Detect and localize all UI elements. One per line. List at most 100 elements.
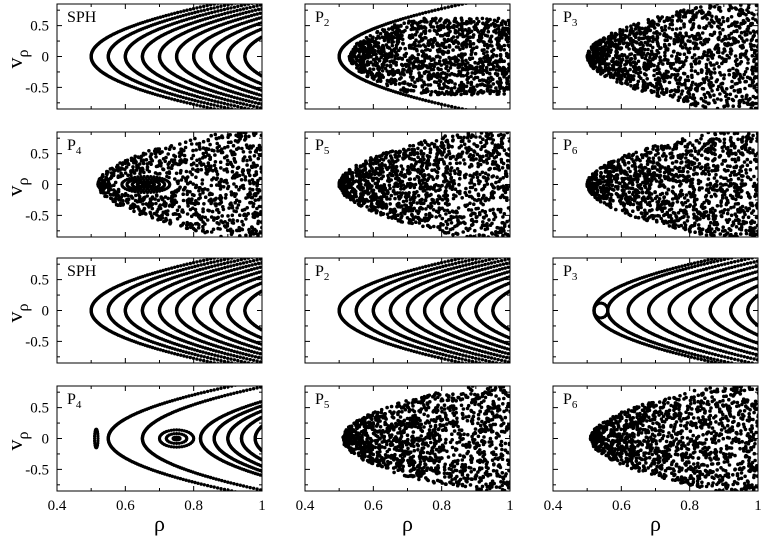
data-point bbox=[247, 99, 251, 103]
data-point bbox=[198, 161, 202, 165]
data-point bbox=[221, 92, 226, 97]
data-point bbox=[513, 86, 517, 90]
data-point bbox=[247, 230, 252, 235]
data-point bbox=[420, 84, 425, 88]
data-point bbox=[371, 62, 376, 67]
data-point bbox=[721, 19, 726, 24]
data-point bbox=[440, 34, 445, 38]
data-point bbox=[421, 98, 425, 102]
data-point bbox=[253, 198, 258, 202]
data-point bbox=[408, 71, 413, 76]
data-point bbox=[247, 94, 251, 99]
data-point bbox=[507, 21, 510, 25]
data-point bbox=[511, 63, 515, 67]
data-point bbox=[514, 62, 518, 66]
data-point bbox=[366, 46, 371, 50]
data-point bbox=[228, 0, 231, 3]
data-point bbox=[170, 17, 174, 21]
data-point bbox=[388, 63, 393, 68]
data-point bbox=[588, 57, 593, 62]
data-point bbox=[202, 4, 206, 9]
data-point bbox=[410, 78, 414, 82]
data-point bbox=[251, 104, 256, 109]
data-point bbox=[712, 67, 717, 71]
data-point bbox=[222, 101, 227, 106]
data-point bbox=[348, 55, 353, 59]
data-point bbox=[241, 0, 244, 3]
data-point bbox=[258, 106, 262, 109]
data-point bbox=[173, 11, 177, 15]
data-point bbox=[257, 113, 260, 116]
data-point bbox=[403, 54, 408, 59]
data-point bbox=[256, 7, 261, 12]
data-point bbox=[751, 16, 755, 21]
data-point bbox=[737, 104, 741, 108]
data-point bbox=[359, 67, 364, 71]
data-point bbox=[211, 15, 215, 19]
data-point bbox=[717, 26, 722, 30]
data-point bbox=[264, 6, 267, 9]
data-point bbox=[367, 39, 372, 43]
data-point bbox=[432, 18, 437, 23]
data-point bbox=[244, 94, 248, 98]
data-point bbox=[491, 77, 495, 82]
data-point bbox=[406, 82, 410, 86]
data-point bbox=[594, 54, 599, 58]
data-point bbox=[434, 54, 439, 59]
data-point bbox=[365, 74, 369, 79]
data-point bbox=[463, 28, 468, 32]
data-point bbox=[277, 89, 280, 92]
data-point bbox=[269, 0, 272, 1]
data-point bbox=[643, 56, 648, 61]
data-point bbox=[277, 107, 280, 110]
data-point bbox=[684, 11, 689, 15]
data-point bbox=[255, 12, 259, 16]
data-point bbox=[207, 98, 211, 102]
data-point bbox=[214, 14, 218, 18]
data-point bbox=[185, 91, 189, 96]
data-point bbox=[231, 0, 234, 2]
data-point bbox=[755, 95, 758, 100]
data-point bbox=[439, 67, 443, 72]
data-point bbox=[702, 15, 707, 19]
data-point bbox=[693, 100, 698, 104]
data-point bbox=[742, 72, 746, 77]
data-point bbox=[734, 94, 738, 99]
data-point bbox=[745, 75, 750, 80]
data-point bbox=[752, 13, 756, 17]
data-point bbox=[455, 73, 460, 78]
data-point bbox=[229, 190, 234, 194]
data-point bbox=[755, 29, 758, 34]
data-point bbox=[270, 92, 273, 95]
data-point bbox=[483, 23, 488, 28]
data-point bbox=[420, 54, 425, 58]
data-point bbox=[525, 120, 528, 123]
data-point bbox=[720, 86, 724, 90]
data-point bbox=[724, 37, 729, 41]
data-point bbox=[130, 176, 134, 180]
data-point bbox=[443, 6, 447, 10]
data-point bbox=[510, 50, 514, 54]
data-point bbox=[513, 72, 517, 76]
data-point bbox=[718, 92, 722, 96]
data-point bbox=[593, 51, 598, 55]
data-point bbox=[652, 26, 657, 30]
data-point bbox=[448, 66, 453, 70]
data-point bbox=[614, 32, 619, 37]
data-point bbox=[447, 25, 452, 30]
data-point bbox=[203, 17, 207, 21]
data-point bbox=[277, 110, 280, 113]
data-point bbox=[177, 205, 182, 209]
data-point bbox=[617, 72, 621, 76]
data-point bbox=[658, 55, 662, 60]
data-point bbox=[649, 88, 653, 93]
data-point bbox=[198, 104, 202, 108]
data-point bbox=[250, 100, 254, 104]
data-point bbox=[264, 76, 267, 79]
data-point bbox=[460, 59, 465, 63]
data-point bbox=[393, 56, 398, 61]
data-point bbox=[637, 28, 641, 32]
data-point bbox=[216, 18, 220, 22]
data-point bbox=[176, 10, 180, 15]
data-point bbox=[272, 92, 275, 95]
